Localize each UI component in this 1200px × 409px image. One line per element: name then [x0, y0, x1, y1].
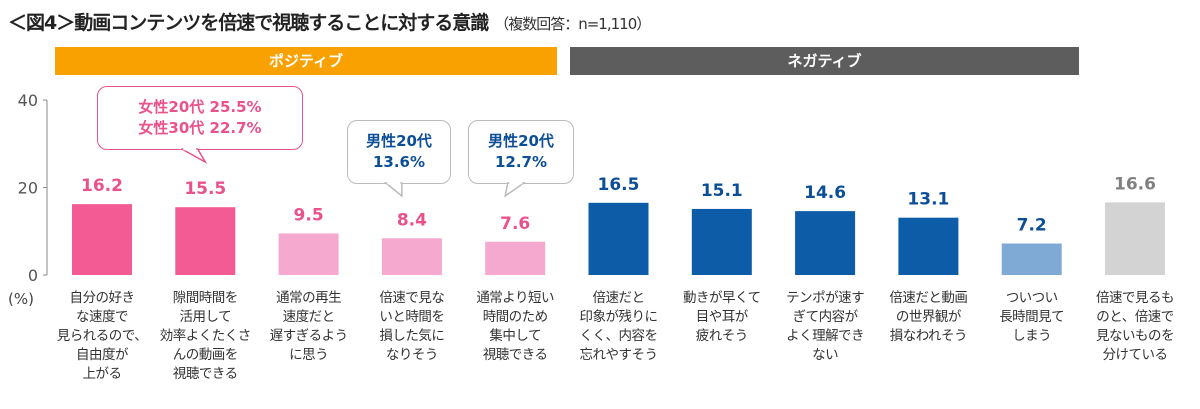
- annotation-line: 女性30代 22.7%: [138, 119, 262, 137]
- category-label-line: 見られるので、: [56, 328, 148, 344]
- category-label-line: 視聴できる: [172, 366, 238, 382]
- category-label-line: 倍速で見るも: [1096, 290, 1175, 306]
- data-label: 9.5: [294, 205, 324, 225]
- category-label-line: 損した気に: [379, 328, 445, 344]
- category-label: テンポが速す ぎて内容がよく理解でき ない: [773, 289, 877, 365]
- positive-group-header: ポジティブ: [55, 47, 557, 75]
- bar: [381, 238, 442, 275]
- data-label: 15.5: [184, 179, 226, 199]
- category-label-line: 目や耳が: [695, 309, 749, 325]
- category-label-line: 遅すぎるよう: [269, 328, 349, 344]
- bar: [795, 211, 856, 275]
- annotation-callout: 女性20代 25.5% 女性30代 22.7%: [97, 86, 303, 150]
- bar: [588, 202, 649, 275]
- category-label-line: のと、倍速で: [1096, 309, 1174, 325]
- category-label-line: 通常の再生: [276, 290, 342, 306]
- bar: [278, 233, 339, 275]
- bar: [485, 241, 546, 275]
- category-label-line: の世界観が: [895, 309, 962, 325]
- bar: [1001, 243, 1062, 275]
- category-label: 倍速で見るも のと、倍速で 見ないものを 分けている: [1083, 289, 1187, 365]
- data-label: 16.2: [81, 176, 123, 196]
- data-label: 13.1: [907, 190, 949, 210]
- category-label-line: ぎて内容が: [792, 309, 859, 325]
- callout-tail: [181, 148, 208, 164]
- category-label: ついつい長時間見てしまう: [980, 289, 1084, 346]
- data-label: 8.4: [397, 210, 427, 230]
- category-label: 通常の再生速度だと遅すぎるよう に思う: [257, 289, 361, 365]
- bar: [898, 217, 959, 275]
- category-label: 隙間時間を活用して効率よくたくさ んの動画を視聴できる: [153, 289, 257, 384]
- data-label: 7.6: [500, 214, 530, 234]
- category-label-line: 自由度が: [76, 347, 129, 363]
- category-label-line: 長時間見て: [999, 309, 1065, 325]
- annotation-callout: 男性20代 13.6%: [347, 120, 451, 184]
- category-label: 自分の好きな速度で見られるので、 自由度が上がる: [50, 289, 154, 384]
- category-label-line: 倍速だと: [592, 290, 646, 306]
- category-label-line: 上がる: [82, 366, 123, 382]
- category-label: 通常より短い 時間のため集中して視聴できる: [463, 289, 567, 365]
- y-axis-label: (%): [8, 290, 34, 308]
- category-label-line: なりそう: [385, 347, 439, 363]
- category-label-line: ついつい: [1005, 290, 1059, 306]
- annotation-callout: 男性20代 12.7%: [468, 120, 574, 184]
- bar: [691, 208, 752, 275]
- category-label-line: 倍速だと動画: [889, 290, 968, 306]
- category-label-line: 分けている: [1102, 347, 1169, 363]
- annotation-line: 男性20代: [488, 132, 554, 150]
- bar: [1105, 202, 1165, 275]
- category-label-line: 隙間時間を: [172, 290, 239, 306]
- category-label: 倍速で見ないと時間を損した気になりそう: [360, 289, 464, 365]
- category-label-line: 倍速で見な: [379, 290, 445, 306]
- annotation-line: 13.6%: [372, 153, 426, 171]
- annotation-line: 女性20代 25.5%: [138, 98, 262, 116]
- category-label-line: ない: [812, 347, 839, 363]
- annotation-line: 男性20代: [366, 132, 432, 150]
- data-label: 16.6: [1114, 174, 1156, 194]
- category-label-line: 動きが早くて: [682, 290, 761, 306]
- y-tick-label: 40: [18, 91, 38, 110]
- y-tick-label: 20: [18, 179, 38, 198]
- bar: [175, 207, 236, 275]
- subtitle: （複数回答：n=1,110）: [494, 15, 651, 33]
- category-label-line: 効率よくたくさ: [159, 328, 252, 344]
- category-label-line: 忘れやすそう: [579, 347, 659, 363]
- category-label-line: いと時間を: [379, 309, 445, 325]
- title-text: ＜図4＞動画コンテンツを倍速で視聴することに対する意識: [8, 12, 489, 34]
- callout-tail: [504, 182, 527, 198]
- data-label: 14.6: [804, 183, 846, 203]
- category-label-line: 自分の好き: [69, 290, 136, 306]
- data-label: 15.1: [701, 181, 743, 201]
- category-label-line: 通常より短い: [476, 290, 555, 306]
- callout-tail: [383, 182, 403, 198]
- category-label-line: 印象が残りに: [579, 309, 659, 325]
- category-label-line: 見ないものを: [1096, 328, 1175, 344]
- category-label-line: 集中して: [489, 328, 541, 344]
- category-label-line: しまう: [1012, 328, 1052, 344]
- category-label-line: 速度だと: [282, 309, 336, 325]
- category-label-line: テンポが速す: [786, 290, 865, 306]
- category-label: 動きが早くて 目や耳が疲れそう: [670, 289, 774, 346]
- data-label: 7.2: [1017, 216, 1047, 236]
- category-label-line: くく、内容を: [579, 328, 659, 344]
- category-label: 倍速だと動画 の世界観が損なわれそう: [876, 289, 980, 346]
- annotation-line: 12.7%: [494, 153, 548, 171]
- category-label-line: な速度で: [76, 309, 129, 325]
- category-label-line: 時間のため: [482, 309, 549, 325]
- category-label-line: んの動画を: [172, 347, 239, 363]
- category-label-line: 疲れそう: [695, 328, 749, 344]
- category-label-line: よく理解でき: [786, 328, 865, 344]
- bar: [72, 204, 132, 275]
- category-label: 倍速だと印象が残りに くく、内容を 忘れやすそう: [567, 289, 671, 365]
- category-label-line: に思う: [289, 347, 329, 363]
- negative-group-header: ネガティブ: [570, 47, 1079, 75]
- category-label-line: 視聴できる: [482, 347, 548, 363]
- category-label-line: 活用して: [179, 309, 232, 325]
- data-label: 16.5: [598, 175, 640, 195]
- y-tick-label: 0: [28, 266, 38, 285]
- chart-title: ＜図4＞動画コンテンツを倍速で視聴することに対する意識 （複数回答：n=1,110…: [8, 8, 651, 35]
- category-label-line: 損なわれそう: [889, 328, 968, 344]
